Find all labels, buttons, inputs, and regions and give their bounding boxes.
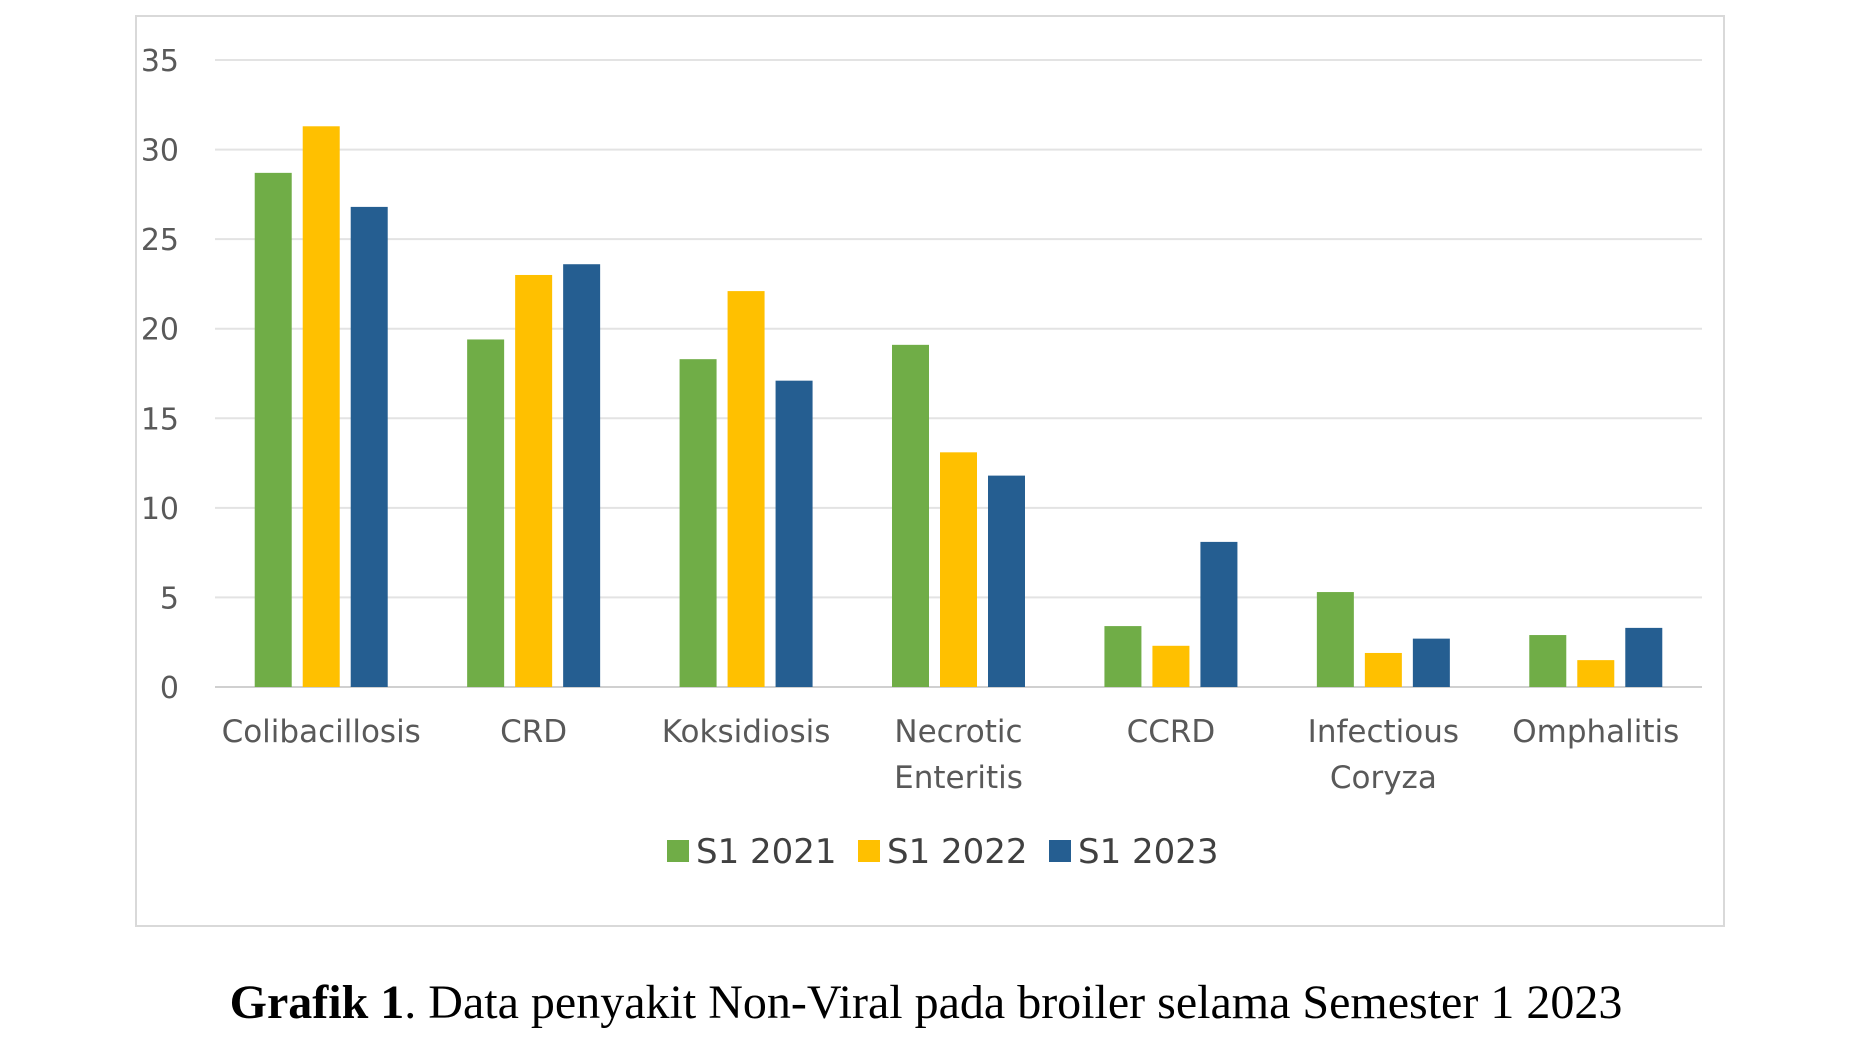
y-tick-label: 25 — [141, 223, 179, 258]
y-tick-label: 15 — [141, 402, 179, 437]
bar — [1529, 635, 1567, 687]
bar — [1364, 652, 1402, 687]
legend-label: S1 2023 — [1078, 832, 1219, 872]
bar — [1104, 626, 1142, 687]
bar — [1316, 592, 1354, 687]
bar-chart: 0 5 10 15 20 25 30 35 Colibacillosis CRD Koksidio… — [141, 44, 1702, 872]
bar — [775, 380, 813, 687]
y-tick-label: 30 — [141, 134, 179, 169]
bar — [254, 172, 292, 688]
bar — [1200, 541, 1238, 687]
x-tick-label: Infectious — [1308, 714, 1459, 750]
legend-label: S1 2022 — [887, 832, 1028, 872]
legend-swatch — [1049, 840, 1071, 862]
bar — [1152, 645, 1190, 687]
y-tick-label: 0 — [160, 671, 179, 706]
bar — [350, 206, 388, 687]
x-tick-label: Necrotic — [894, 714, 1022, 750]
x-tick-label: CRD — [500, 714, 567, 750]
bar — [892, 344, 929, 687]
bar — [1625, 627, 1663, 687]
legend: S1 2021 S1 2022 S1 2023 — [667, 832, 1219, 872]
y-tick-label: 20 — [141, 313, 179, 348]
caption-text: . Data penyakit Non-Viral pada broiler s… — [404, 976, 1623, 1029]
y-tick-label: 5 — [160, 581, 179, 616]
bar — [727, 291, 765, 687]
x-tick-label: Enteritis — [894, 760, 1023, 796]
y-axis-ticks: 0 5 10 15 20 25 30 35 — [141, 44, 179, 706]
bar — [467, 339, 505, 687]
bar — [940, 452, 977, 687]
x-axis-labels: Colibacillosis CRD Koksidiosis Necrotic Ente… — [222, 714, 1680, 796]
x-tick-label: CCRD — [1127, 714, 1216, 750]
figure-caption: Grafik 1. Data penyakit Non-Viral pada b… — [0, 975, 1852, 1030]
x-tick-label: Koksidiosis — [662, 714, 831, 750]
bar — [679, 359, 717, 687]
caption-label: Grafik 1 — [229, 976, 405, 1029]
bar — [563, 264, 601, 687]
bars — [254, 126, 1663, 688]
y-tick-label: 10 — [141, 492, 179, 527]
y-tick-label: 35 — [141, 44, 179, 79]
bar — [1577, 660, 1615, 687]
legend-swatch — [667, 840, 689, 862]
chart-frame: 0 5 10 15 20 25 30 35 Colibacillosis CRD Koksidio… — [135, 15, 1725, 927]
x-tick-label: Omphalitis — [1512, 714, 1679, 750]
x-tick-label: Coryza — [1330, 760, 1437, 796]
bar — [1412, 638, 1450, 687]
legend-label: S1 2021 — [696, 832, 837, 872]
legend-swatch — [858, 840, 880, 862]
x-tick-label: Colibacillosis — [222, 714, 421, 750]
bar — [302, 126, 340, 688]
bar — [988, 475, 1025, 687]
bar — [515, 274, 553, 687]
